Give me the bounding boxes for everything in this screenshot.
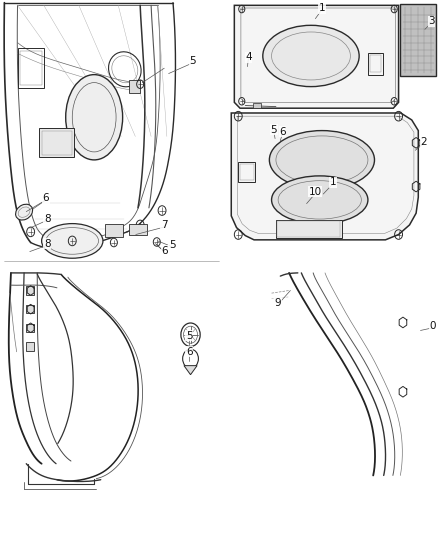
Bar xyxy=(129,224,147,235)
Text: 2: 2 xyxy=(420,137,427,147)
Text: 8: 8 xyxy=(44,239,51,248)
Bar xyxy=(105,224,123,237)
Text: 1: 1 xyxy=(318,3,325,13)
Bar xyxy=(276,220,342,238)
Bar xyxy=(368,53,383,75)
Text: 6: 6 xyxy=(42,193,49,203)
Text: 0: 0 xyxy=(430,321,436,331)
Text: 4: 4 xyxy=(245,52,252,62)
Bar xyxy=(20,51,42,85)
Text: 6: 6 xyxy=(186,347,193,357)
Polygon shape xyxy=(184,366,197,375)
Bar xyxy=(26,305,34,313)
Ellipse shape xyxy=(263,25,359,86)
Ellipse shape xyxy=(42,224,103,258)
Bar xyxy=(238,162,255,182)
Text: 7: 7 xyxy=(161,221,168,230)
Bar xyxy=(240,164,254,180)
Text: 10: 10 xyxy=(309,187,322,197)
Bar xyxy=(18,48,44,88)
Ellipse shape xyxy=(272,176,368,224)
Ellipse shape xyxy=(16,204,32,220)
Bar xyxy=(39,128,74,157)
Text: 5: 5 xyxy=(189,56,196,66)
Text: 8: 8 xyxy=(44,214,51,223)
Text: 5: 5 xyxy=(270,125,277,134)
Bar xyxy=(42,131,72,155)
Polygon shape xyxy=(231,113,418,240)
Polygon shape xyxy=(234,5,399,108)
Text: 1: 1 xyxy=(329,177,336,187)
Bar xyxy=(400,4,436,76)
Text: 6: 6 xyxy=(161,246,168,255)
Bar xyxy=(129,80,140,93)
Text: 5: 5 xyxy=(186,331,193,341)
Bar xyxy=(253,103,261,108)
Text: 5: 5 xyxy=(169,240,176,250)
Bar xyxy=(277,221,340,237)
Ellipse shape xyxy=(66,75,123,160)
Text: 3: 3 xyxy=(428,17,435,26)
Text: 9: 9 xyxy=(275,298,282,308)
Bar xyxy=(26,324,34,332)
Bar xyxy=(26,342,34,351)
Ellipse shape xyxy=(269,131,374,189)
Bar xyxy=(26,286,34,295)
Bar xyxy=(370,55,381,72)
Text: 6: 6 xyxy=(279,127,286,136)
